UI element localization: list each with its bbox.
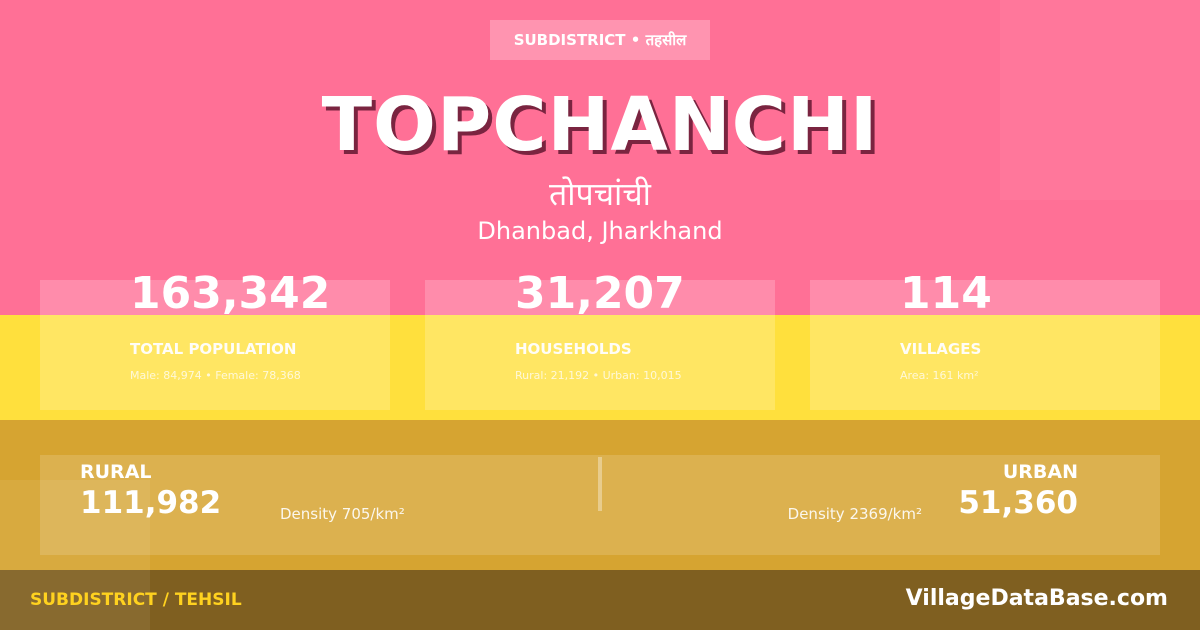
- urban-density: Density 2369/km²: [787, 505, 922, 523]
- stat-value: 163,342: [130, 268, 331, 319]
- stat-label: HOUSEHOLDS: [515, 340, 632, 358]
- stat-sub: Rural: 21,192 • Urban: 10,015: [515, 369, 682, 382]
- rural-urban-panel: RURAL 111,982 Density 705/km² URBAN 51,3…: [40, 455, 1160, 555]
- urban-value: 51,360: [958, 485, 1078, 521]
- stat-label: VILLAGES: [900, 340, 982, 358]
- stat-card-households: 31,207 HOUSEHOLDS Rural: 21,192 • Urban:…: [425, 268, 775, 410]
- rural-density: Density 705/km²: [280, 505, 405, 523]
- decorative-square: [1000, 0, 1200, 200]
- stat-value: 114: [900, 268, 992, 319]
- urban-label: URBAN: [1002, 461, 1078, 483]
- category-badge: SUBDISTRICT • तहसील: [490, 20, 710, 60]
- decorative-square: [0, 480, 150, 630]
- divider: [598, 457, 602, 511]
- footer-category: SUBDISTRICT / TEHSIL: [30, 590, 242, 610]
- stat-value: 31,207: [515, 268, 685, 319]
- stat-sub: Male: 84,974 • Female: 78,368: [130, 369, 301, 382]
- stat-card-population: 163,342 TOTAL POPULATION Male: 84,974 • …: [40, 268, 390, 410]
- split-band: [0, 420, 1200, 570]
- stat-label: TOTAL POPULATION: [130, 340, 297, 358]
- stat-card-villages: 114 VILLAGES Area: 161 km²: [810, 268, 1160, 410]
- stat-sub: Area: 161 km²: [900, 369, 979, 382]
- rural-value: 111,982: [80, 485, 222, 521]
- site-brand: VillageDataBase.com: [905, 586, 1168, 611]
- page-title: TOPCHANCHI: [321, 82, 879, 168]
- location: Dhanbad, Jharkhand: [477, 217, 723, 245]
- header-band: [0, 0, 1200, 315]
- stats-band: [0, 315, 1200, 420]
- title-hindi: तोपचांची: [549, 175, 651, 213]
- rural-label: RURAL: [80, 461, 152, 483]
- footer-band: [0, 570, 1200, 630]
